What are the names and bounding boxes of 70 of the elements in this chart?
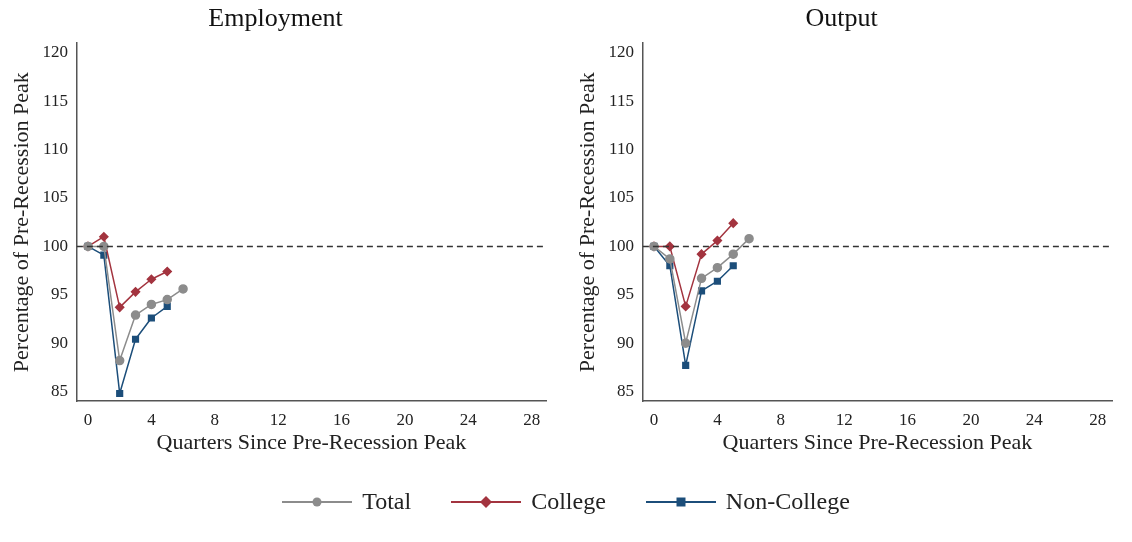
legend-label: Total	[362, 488, 412, 515]
chart-title: Employment	[208, 3, 344, 33]
x-tick-label: 16	[333, 409, 351, 429]
point	[146, 274, 157, 285]
x-tick-label: 8	[776, 409, 786, 429]
x-tick-label: 12	[835, 409, 853, 429]
point	[680, 338, 691, 348]
point	[665, 254, 675, 264]
y-tick-label: 105	[608, 187, 634, 207]
point	[682, 361, 690, 369]
y-tick-label: 110	[609, 139, 634, 159]
x-axis-title: Quarters Since Pre-Recession Peak	[156, 428, 467, 454]
x-tick-label: 20	[396, 409, 414, 429]
point	[178, 284, 188, 294]
chart-title: Output	[805, 3, 879, 33]
point	[130, 287, 141, 297]
legend-label: Non-College	[725, 488, 850, 515]
point	[162, 294, 172, 305]
x-axis-title: Quarters Since Pre-Recession Peak	[722, 428, 1033, 454]
point	[99, 231, 109, 242]
y-tick-label: 115	[609, 90, 634, 110]
y-tick-label: 85	[616, 380, 634, 400]
x-tick-label: 0	[83, 409, 93, 429]
point	[665, 241, 675, 252]
x-tick-label: 12	[269, 409, 287, 429]
y-tick-label: 100	[608, 235, 634, 255]
point	[130, 310, 141, 320]
point	[680, 301, 691, 312]
y-tick-label: 95	[50, 284, 68, 304]
point	[713, 277, 721, 285]
x-tick-label: 24	[1025, 409, 1044, 429]
point	[696, 273, 707, 284]
point	[131, 335, 140, 343]
point	[728, 218, 738, 228]
y-tick-label: 90	[616, 332, 634, 352]
y-axis-title: Percentage of Pre-Recession Peak	[7, 72, 33, 373]
x-tick-label: 0	[649, 409, 659, 429]
y-tick-label: 95	[616, 284, 634, 304]
x-tick-label: 4	[713, 409, 723, 429]
y-tick-label: 90	[50, 332, 68, 352]
y-tick-label: 115	[43, 90, 68, 110]
x-tick-label: 4	[147, 409, 157, 429]
legend-label: College	[531, 488, 606, 515]
x-tick-label: 16	[899, 409, 917, 429]
point	[147, 314, 155, 322]
point	[712, 262, 723, 273]
y-tick-label: 100	[42, 235, 68, 255]
x-tick-label: 24	[459, 409, 478, 429]
point	[162, 266, 172, 277]
point	[728, 249, 738, 259]
x-tick-label: 28	[523, 409, 541, 429]
point	[99, 241, 109, 252]
point	[163, 302, 171, 310]
x-tick-label: 20	[962, 409, 980, 429]
point	[729, 262, 737, 270]
point	[146, 299, 157, 310]
x-tick-label: 8	[210, 409, 220, 429]
y-axis-title: Percentage of Pre-Recession Peak	[573, 72, 599, 373]
x-tick-label: 28	[1089, 409, 1107, 429]
point	[114, 355, 125, 366]
y-tick-label: 110	[43, 139, 68, 159]
point	[744, 233, 754, 244]
y-tick-label: 120	[42, 42, 68, 62]
point	[712, 235, 723, 246]
y-tick-label: 120	[608, 42, 634, 62]
point	[114, 302, 125, 313]
point	[696, 249, 707, 259]
y-tick-label: 105	[42, 187, 68, 207]
y-tick-label: 85	[50, 380, 68, 400]
point	[116, 389, 124, 398]
